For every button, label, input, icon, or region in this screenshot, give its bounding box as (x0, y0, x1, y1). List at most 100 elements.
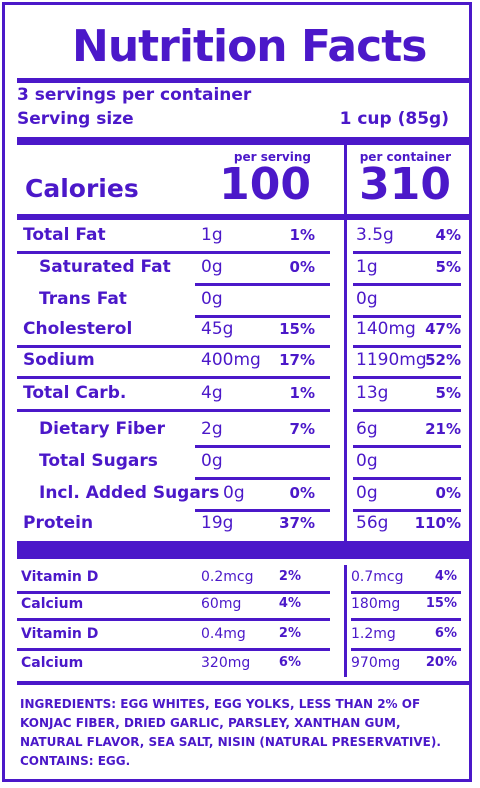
calories-per-container: 310 (359, 159, 451, 210)
row-rule (195, 477, 330, 480)
serving-size-label: Serving size (17, 109, 134, 129)
per-serving-header: per serving (233, 150, 311, 164)
vitamin-container-daily-value: 4% (434, 569, 457, 584)
row-rule (195, 283, 330, 286)
vitamin-amount: 60mg (201, 596, 242, 612)
row-rule (195, 445, 330, 448)
nutrient-name: Cholesterol (23, 319, 133, 339)
vitamin-rule (17, 591, 330, 594)
nutrition-label: Nutrition Facts 3 servings per container… (2, 2, 472, 782)
serving-rule (17, 137, 469, 145)
vitamin-daily-value: 6% (278, 655, 301, 670)
nutrient-container-amount: 1g (356, 257, 378, 277)
serving-size-value: 1 cup (85g) (339, 109, 449, 129)
nutrient-container-daily-value: 5% (435, 258, 461, 276)
vitamin-container-daily-value: 20% (425, 655, 457, 670)
nutrient-amount: 45g (201, 319, 234, 339)
nutrient-amount: 0g (223, 483, 245, 503)
vitamin-name: Vitamin D (21, 569, 99, 585)
nutrient-container-amount: 0g (356, 483, 378, 503)
per-container-header: per container (359, 150, 451, 164)
nutrient-name: Total Carb. (23, 383, 127, 403)
nutrient-container-amount: 0g (356, 289, 378, 309)
nutrient-name: Incl. Added Sugars (39, 483, 220, 503)
nutrient-container-daily-value: 21% (425, 420, 461, 438)
vitamin-container-amount: 180mg (351, 596, 401, 612)
container-row-rule (353, 445, 461, 448)
nutrient-amount: 0g (201, 289, 223, 309)
row-rule (17, 409, 330, 412)
ingredients-rule (17, 681, 469, 685)
nutrient-amount: 0g (201, 451, 223, 471)
container-row-rule (353, 509, 461, 512)
vitamin-amount: 320mg (201, 655, 251, 671)
nutrient-container-amount: 3.5g (356, 225, 394, 245)
nutrient-name: Saturated Fat (39, 257, 171, 277)
nutrient-container-daily-value: 4% (435, 226, 461, 244)
nutrient-name: Dietary Fiber (39, 419, 165, 439)
servings-per-container: 3 servings per container (17, 85, 252, 105)
container-row-rule (353, 409, 461, 412)
nutrient-daily-value: 1% (289, 226, 315, 244)
vitamin-rule (17, 618, 330, 621)
nutrient-daily-value: 17% (279, 351, 315, 369)
calories-rule (17, 214, 469, 220)
nutrient-amount: 2g (201, 419, 223, 439)
nutrient-container-amount: 6g (356, 419, 378, 439)
nutrient-container-daily-value: 52% (425, 351, 461, 369)
row-rule (195, 315, 330, 318)
nutrient-container-amount: 56g (356, 513, 389, 533)
vitamin-container-rule (351, 591, 461, 594)
container-row-rule (353, 376, 461, 379)
nutrient-daily-value: 15% (279, 320, 315, 338)
vitamin-daily-value: 2% (278, 569, 301, 584)
nutrient-name: Sodium (23, 350, 95, 370)
nutrient-amount: 4g (201, 383, 223, 403)
nutrient-daily-value: 1% (289, 384, 315, 402)
vitamin-container-daily-value: 6% (434, 626, 457, 641)
container-row-rule (353, 283, 461, 286)
vitamin-container-rule (351, 648, 461, 651)
nutrient-daily-value: 0% (289, 258, 315, 276)
vitamin-name: Calcium (21, 596, 84, 612)
container-row-rule (353, 345, 461, 348)
nutrient-container-amount: 1190mg (356, 350, 427, 370)
nutrient-container-daily-value: 0% (435, 484, 461, 502)
nutrient-amount: 1g (201, 225, 223, 245)
container-row-rule (353, 251, 461, 254)
nutrient-daily-value: 37% (279, 514, 315, 532)
row-rule (17, 251, 330, 254)
nutrient-container-amount: 140mg (356, 319, 416, 339)
vitamin-name: Vitamin D (21, 626, 99, 642)
nutrient-container-daily-value: 47% (425, 320, 461, 338)
container-row-rule (353, 477, 461, 480)
nutrient-container-daily-value: 110% (414, 514, 461, 532)
nutrient-name: Protein (23, 513, 94, 533)
nutrient-amount: 0g (201, 257, 223, 277)
calories-label: Calories (25, 174, 139, 203)
nutrient-name: Total Sugars (39, 451, 158, 471)
nutrient-name: Trans Fat (39, 289, 127, 309)
nutrient-amount: 400mg (201, 350, 261, 370)
vitamin-container-amount: 0.7mcg (351, 569, 404, 585)
container-row-rule (353, 315, 461, 318)
nutrient-daily-value: 7% (289, 420, 315, 438)
ingredients-text: INGREDIENTS: EGG WHITES, EGG YOLKS, LESS… (20, 697, 441, 768)
vitamin-column-divider (344, 565, 347, 677)
row-rule (195, 509, 330, 512)
nutrient-amount: 19g (201, 513, 234, 533)
nutrient-daily-value: 0% (289, 484, 315, 502)
vitamin-name: Calcium (21, 655, 84, 671)
calories-per-serving: 100 (219, 159, 311, 210)
vitamin-container-daily-value: 15% (425, 596, 457, 611)
vitamin-amount: 0.4mg (201, 626, 246, 642)
row-rule (17, 376, 330, 379)
vitamins-bar (17, 541, 469, 559)
nutrient-container-amount: 13g (356, 383, 389, 403)
vitamin-rule (17, 648, 330, 651)
nutrient-container-amount: 0g (356, 451, 378, 471)
title-rule (17, 78, 469, 83)
vitamin-container-rule (351, 618, 461, 621)
vitamin-daily-value: 2% (278, 626, 301, 641)
nutrient-name: Total Fat (23, 225, 106, 245)
